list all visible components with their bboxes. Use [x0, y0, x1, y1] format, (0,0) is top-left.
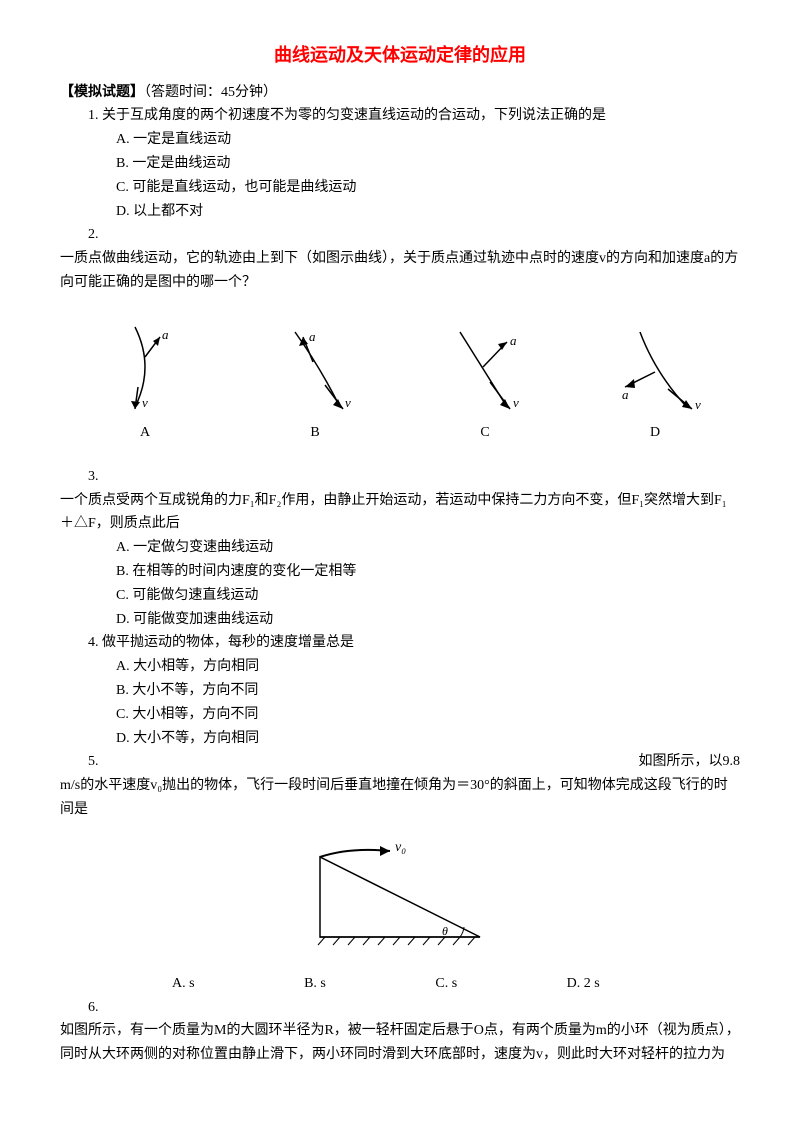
q2-fig-D: a v D: [595, 317, 715, 445]
q5-line1: 5. 如图所示，以9.8: [60, 750, 740, 774]
q1-opt-A: A. 一定是直线运动: [60, 128, 740, 152]
svg-text:v: v: [513, 395, 519, 410]
var-a: a: [162, 327, 169, 342]
q4-stem: 4. 做平抛运动的物体，每秒的速度增量总是: [60, 631, 740, 655]
q5-opt-B: B. s: [248, 972, 326, 996]
q1-stem: 1. 关于互成角度的两个初速度不为零的匀变速直线运动的合运动，下列说法正确的是: [60, 104, 740, 128]
q5-figure: θ v₀: [60, 837, 740, 957]
q2-label-B: B: [255, 421, 375, 445]
q2-label-C: C: [425, 421, 545, 445]
svg-text:θ: θ: [442, 924, 448, 938]
header-time: （答题时间：45分钟）: [144, 85, 277, 100]
q2-num: 2.: [60, 223, 740, 247]
svg-text:v₀: v₀: [395, 840, 406, 855]
q1-opt-C: C. 可能是直线运动，也可能是曲线运动: [60, 176, 740, 200]
q2-label-A: A: [85, 421, 205, 445]
q5-tail: 如图所示，以9.8: [639, 750, 741, 774]
q3-opt-B: B. 在相等的时间内速度的变化一定相等: [60, 560, 740, 584]
q1-opt-B: B. 一定是曲线运动: [60, 152, 740, 176]
q5-opt-A: A. s: [116, 972, 195, 996]
q2-fig-B: a v B: [255, 317, 375, 445]
q4-opt-B: B. 大小不等，方向不同: [60, 679, 740, 703]
q2-stem: 一质点做曲线运动，它的轨迹由上到下（如图示曲线），关于质点通过轨迹中点时的速度v…: [60, 247, 740, 295]
q5-num: 5.: [60, 750, 99, 774]
q3-opt-C: C. 可能做匀速直线运动: [60, 584, 740, 608]
svg-text:a: a: [622, 387, 629, 402]
q2-label-D: D: [595, 421, 715, 445]
q5-line2: m/s的水平速度v₀抛出的物体，飞行一段时间后垂直地撞在倾角为＝30°的斜面上，…: [60, 774, 740, 822]
q2-fig-A: a v A: [85, 317, 205, 445]
q3-stem: 一个质点受两个互成锐角的力F₁和F₂作用，由静止开始运动，若运动中保持二力方向不…: [60, 489, 740, 537]
q1-opt-D: D. 以上都不对: [60, 200, 740, 224]
q4-opt-A: A. 大小相等，方向相同: [60, 655, 740, 679]
header-label: 【模拟试题】: [60, 85, 144, 100]
page-title: 曲线运动及天体运动定律的应用: [60, 40, 740, 71]
q3-num: 3.: [60, 465, 740, 489]
exam-header: 【模拟试题】（答题时间：45分钟）: [60, 81, 740, 105]
svg-text:a: a: [309, 329, 316, 344]
q5-opt-C: C. s: [379, 972, 457, 996]
svg-text:v: v: [345, 395, 351, 410]
q5-opt-D: D. 2 s: [511, 972, 600, 996]
q3-opt-A: A. 一定做匀变速曲线运动: [60, 536, 740, 560]
svg-text:a: a: [510, 333, 517, 348]
q5-options: A. s B. s C. s D. 2 s: [60, 972, 740, 996]
q4-opt-C: C. 大小相等，方向不同: [60, 703, 740, 727]
svg-text:v: v: [695, 397, 701, 412]
var-v: v: [142, 395, 148, 410]
q2-fig-C: a v C: [425, 317, 545, 445]
q6-stem: 如图所示，有一个质量为M的大圆环半径为R，被一轻杆固定后悬于O点，有两个质量为m…: [60, 1019, 740, 1067]
q6-num: 6.: [60, 996, 740, 1020]
q4-opt-D: D. 大小不等，方向相同: [60, 727, 740, 751]
q3-opt-D: D. 可能做变加速曲线运动: [60, 608, 740, 632]
q2-figures: a v A a v B a: [60, 315, 740, 445]
